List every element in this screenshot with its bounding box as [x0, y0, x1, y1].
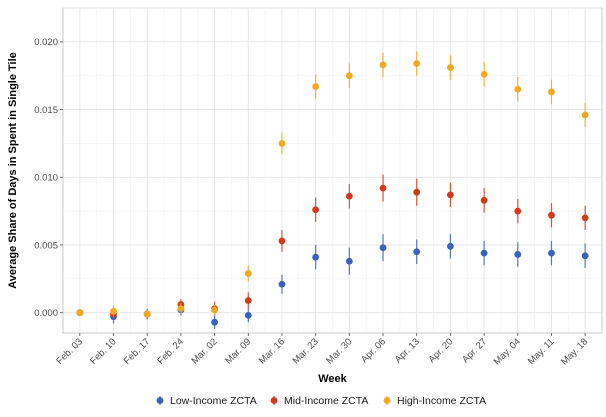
data-point: [413, 248, 421, 256]
data-point: [278, 280, 286, 288]
data-point: [548, 249, 555, 257]
data-point: [581, 214, 589, 222]
data-point: [379, 244, 387, 252]
data-point: [514, 251, 522, 258]
data-point: [447, 64, 454, 71]
data-point: [278, 237, 286, 245]
data-point: [581, 252, 589, 260]
y-tick-label: 0.010: [34, 173, 58, 184]
plot-area: [62, 7, 603, 334]
y-axis: 0.000 0.005 0.010 0.015 0.020: [34, 37, 63, 319]
data-point: [244, 297, 252, 304]
data-point: [413, 188, 421, 196]
data-point: [278, 140, 286, 147]
data-point: [379, 184, 387, 192]
data-point: [345, 257, 353, 265]
data-point: [244, 270, 252, 277]
data-point: [211, 318, 218, 326]
data-point: [312, 206, 320, 214]
data-point: [312, 253, 320, 261]
data-point: [480, 196, 488, 204]
series-high-income-zcta: [76, 51, 589, 319]
legend-label: Mid-Income ZCTA: [284, 395, 368, 407]
data-point: [413, 60, 421, 67]
data-point: [345, 192, 353, 200]
data-point: [211, 306, 218, 314]
y-tick-label: 0.005: [34, 240, 58, 251]
data-point: [447, 242, 454, 250]
y-axis-title: Average Share of Days in Spent in Single…: [7, 52, 19, 289]
data-point: [514, 85, 522, 93]
y-tick-label: 0.015: [34, 105, 58, 116]
data-point: [312, 83, 320, 90]
data-point: [379, 61, 387, 69]
data-point: [548, 88, 555, 96]
legend: Low-Income ZCTA Mid-Income ZCTA High-Incom…: [156, 395, 486, 407]
data-point: [244, 311, 252, 319]
data-marks: [76, 51, 589, 329]
data-point: [581, 111, 589, 119]
data-point: [548, 211, 555, 219]
y-tick-label: 0.020: [34, 37, 58, 48]
data-point: [480, 249, 488, 257]
data-point: [345, 72, 353, 80]
data-point: [143, 310, 151, 318]
data-point: [110, 307, 117, 315]
y-tick-label: 0.000: [34, 308, 58, 319]
data-point: [480, 70, 488, 78]
data-point: [177, 305, 185, 313]
legend-label: High-Income ZCTA: [397, 395, 486, 407]
grid-lines: [63, 7, 602, 333]
x-axis-title: Week: [318, 373, 347, 385]
data-point: [76, 309, 84, 317]
legend-label: Low-Income ZCTA: [170, 395, 257, 407]
data-point: [514, 207, 522, 215]
data-point: [447, 191, 454, 199]
